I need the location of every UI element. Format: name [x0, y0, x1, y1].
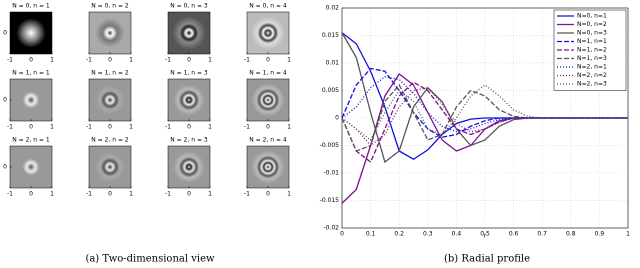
x-tick-label: 0.3	[423, 231, 433, 238]
panel-image	[167, 145, 211, 189]
panel-title: N = 1, n = 3	[170, 70, 208, 77]
x-tick-label: -1	[244, 124, 250, 131]
y-tick-label: -0.005	[320, 142, 340, 149]
y-tick-label: 0.015	[322, 32, 339, 39]
legend-label: N=0, n=3	[577, 30, 607, 37]
x-tick-label: 0	[108, 124, 112, 131]
legend-label: N=1, n=2	[577, 47, 607, 54]
y-tick-label: -0.01	[323, 170, 339, 177]
x-tick-label: -1	[7, 57, 13, 64]
x-tick-label: 0	[340, 231, 344, 238]
x-tick-label: 0.8	[566, 231, 576, 238]
legend-label: N=2, n=2	[577, 72, 607, 79]
panel-image	[246, 145, 290, 189]
y-tick-label: 0	[3, 164, 7, 171]
series-line	[341, 73, 628, 204]
panel-title: N = 1, n = 4	[249, 70, 287, 77]
x-tick-label: 1	[129, 191, 133, 198]
y-tick-label: 0.005	[322, 87, 339, 94]
legend-label: N=1, n=3	[577, 55, 607, 62]
x-tick-label: 0	[187, 124, 191, 131]
x-tick-label: -1	[86, 191, 92, 198]
y-tick-label: 0	[3, 97, 7, 104]
panel-image	[246, 78, 290, 122]
panel-image	[9, 78, 53, 122]
x-tick-label: 0.4	[452, 231, 462, 238]
x-tick-label: 0	[266, 124, 270, 131]
x-tick-label: -1	[165, 124, 171, 131]
x-tick-label: 0	[29, 191, 33, 198]
x-tick-label: -1	[165, 191, 171, 198]
panel-title: N = 0, n = 2	[91, 3, 129, 10]
panel-image	[9, 145, 53, 189]
x-tick-label: -1	[7, 124, 13, 131]
panel-title: N = 2, n = 2	[91, 137, 129, 144]
panel-title: N = 0, n = 4	[249, 3, 287, 10]
legend-label: N=2, n=3	[577, 81, 607, 88]
panel-title: N = 1, n = 2	[91, 70, 129, 77]
series-line	[341, 84, 628, 141]
x-tick-label: 0.1	[366, 231, 376, 238]
x-tick-label: 0	[29, 57, 33, 64]
legend-label: N=2, n=1	[577, 64, 607, 71]
x-tick-label: 0	[266, 191, 270, 198]
panel-image	[88, 11, 132, 55]
x-tick-label: 0	[187, 191, 191, 198]
x-tick-label: 1	[50, 191, 54, 198]
x-tick-label: 1	[129, 57, 133, 64]
x-tick-label: 1	[50, 57, 54, 64]
legend-label: N=0, n=1	[577, 13, 607, 20]
x-tick-label: 0	[108, 57, 112, 64]
x-tick-label: 1	[626, 231, 630, 238]
x-tick-label: -1	[86, 57, 92, 64]
x-tick-label: 0	[29, 124, 33, 131]
x-tick-label: -1	[244, 191, 250, 198]
x-tick-label: 0	[187, 57, 191, 64]
x-tick-label: 0.2	[394, 231, 404, 238]
panel-image	[88, 145, 132, 189]
x-tick-label: 1	[208, 191, 212, 198]
y-tick-label: -0.02	[323, 225, 339, 232]
x-tick-label: 0.6	[509, 231, 519, 238]
y-tick-label: 0.01	[326, 60, 340, 67]
caption-b: (b) Radial profile	[444, 254, 530, 265]
panel-image	[246, 11, 290, 55]
x-tick-label: 1	[208, 124, 212, 131]
panel-image	[9, 11, 53, 55]
x-tick-label: 0.5	[480, 231, 490, 238]
y-tick-label: 0.02	[326, 5, 340, 12]
x-tick-label: 0.9	[595, 231, 605, 238]
x-axis-label: r	[484, 233, 487, 240]
panel-title: N = 1, n = 1	[12, 70, 50, 77]
y-tick-label: 0	[335, 115, 339, 122]
panel-title: N = 2, n = 3	[170, 137, 208, 144]
x-tick-label: 1	[50, 124, 54, 131]
legend-label: N=1, n=1	[577, 38, 607, 45]
x-tick-label: -1	[244, 57, 250, 64]
x-tick-label: 1	[129, 124, 133, 131]
panel-title: N = 2, n = 4	[249, 137, 287, 144]
caption-a: (a) Two-dimensional view	[85, 254, 215, 265]
x-tick-label: 1	[208, 57, 212, 64]
x-tick-label: 0	[266, 57, 270, 64]
x-tick-label: 1	[287, 124, 291, 131]
panel-title: N = 2, n = 1	[12, 137, 50, 144]
x-tick-label: 0.7	[537, 231, 547, 238]
series-line	[341, 76, 628, 133]
x-tick-label: -1	[7, 191, 13, 198]
panel-image	[167, 11, 211, 55]
panel-title: N = 0, n = 3	[170, 3, 208, 10]
y-tick-label: -0.015	[320, 197, 340, 204]
x-tick-label: 1	[287, 57, 291, 64]
x-tick-label: -1	[86, 124, 92, 131]
panel-title: N = 0, n = 1	[12, 3, 50, 10]
y-tick-label: 0	[3, 30, 7, 37]
panel-image	[88, 78, 132, 122]
x-tick-label: 1	[287, 191, 291, 198]
x-tick-label: -1	[165, 57, 171, 64]
panel-image	[167, 78, 211, 122]
legend-label: N=0, n=2	[577, 21, 607, 28]
x-tick-label: 0	[108, 191, 112, 198]
